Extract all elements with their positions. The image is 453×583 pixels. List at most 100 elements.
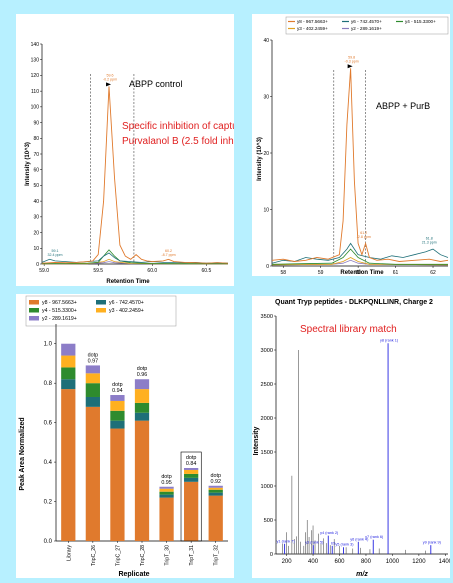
inhibition-text-line2: Purvalanol B (2.5 fold inhibition) [122, 136, 234, 147]
x-tick-label: 800 [361, 559, 372, 565]
bar-segment-y6 [134, 412, 150, 421]
x-tick-label: 1200 [412, 559, 426, 565]
minor-peak-ppm-label: -8.7 ppm [161, 253, 175, 257]
bar-segment-y4 [61, 367, 76, 380]
dotp-label: dotp [161, 474, 172, 480]
bar-segment-y6 [110, 420, 125, 429]
bar-segment-y6 [184, 477, 199, 482]
bar-segment-y4 [208, 489, 223, 493]
x-axis-title: Retention Time [340, 270, 384, 276]
minor-peak-ppm-label: 21.3 ppm [422, 240, 437, 244]
minor-peak-ppm-label: -2.8 ppm [357, 235, 371, 239]
y-tick-label: 130 [31, 58, 40, 64]
y-tick-label: 0.8 [44, 381, 53, 387]
matched-ion-label: y8 (rank 1) [380, 339, 399, 343]
y-tick-label: 1500 [261, 450, 273, 456]
x-tick-label: 60.0 [147, 268, 157, 274]
legend-label-y2: y2 - 289.1619+ [42, 316, 77, 322]
bar-segment-y4 [134, 402, 150, 413]
y-tick-label: 50 [33, 183, 39, 189]
bar-segment-y8 [110, 428, 125, 541]
y-tick-label: 3000 [261, 348, 273, 354]
legend-label-y4: y4 - 515.3300+ [42, 308, 77, 314]
matched-ion-label: y4 (rank 2) [320, 531, 339, 535]
control-label: ABPP control [129, 79, 182, 89]
series-y3-line [271, 257, 449, 266]
spectrum-title: Quant Tryp peptides - DLKPQNLLINR, Charg… [275, 299, 433, 306]
x-tick-label: 600 [334, 559, 345, 565]
y-tick-label: 3500 [261, 314, 273, 320]
y-tick-label: 60 [33, 168, 39, 174]
legend-swatch-y6 [96, 300, 106, 305]
bar-segment-y6 [61, 379, 76, 390]
y-tick-label: 100 [31, 105, 40, 111]
x-axis-title: Replicate [118, 571, 149, 578]
x-tick-label: 200 [282, 559, 293, 565]
dotp-value: 0.92 [210, 479, 221, 485]
inhibition-text-line1: Specific inhibition of capture by [122, 121, 234, 132]
chromatogram-control-panel: 0 10 20 30 40 50 60 70 80 90 100 110 120 130 140 59.0 59… [16, 14, 234, 286]
x-tick-label: 59 [318, 270, 324, 276]
y-axis-title: Intensity (10^3) [25, 142, 31, 186]
series-y6-line [41, 252, 229, 264]
bar-segment-y2 [110, 395, 125, 401]
bar-segment-y2 [184, 468, 199, 470]
dotp-label: dotp [112, 382, 123, 388]
dotp-value: 0.94 [112, 388, 123, 394]
y-tick-label: 0.0 [44, 539, 53, 545]
x-tick-label: 61 [393, 270, 399, 276]
bar-segment-y2 [134, 379, 150, 390]
bar-segment-y3 [159, 488, 174, 492]
x-tick-label: 59.5 [93, 268, 103, 274]
purb-label: ABPP + PurB [376, 101, 430, 111]
bar-segment-y2 [85, 365, 100, 374]
dotp-value: 0.84 [186, 461, 197, 467]
spectral-match-label: Spectral library match [300, 324, 397, 335]
y-tick-label: 2500 [261, 382, 273, 388]
x-tick-label: TripC_27 [115, 545, 121, 566]
x-tick-label: 62 [430, 270, 436, 276]
x-tick-label: 59.0 [39, 268, 49, 274]
y-tick-label: 20 [263, 151, 269, 157]
y-tick-label: 2000 [261, 416, 273, 422]
peak-rt-label: 59.6 [107, 73, 114, 77]
dotp-label: dotp [137, 366, 148, 372]
y-tick-label: 0 [270, 552, 273, 558]
x-tick-label: 58 [280, 270, 286, 276]
x-axis-title: Retention Time [106, 279, 150, 285]
x-tick-label: TripC_26 [91, 545, 97, 566]
bar-segment-y8 [159, 497, 174, 541]
spectrum-panel: Quant Tryp peptides - DLKPQNLLINR, Charg… [252, 296, 450, 578]
legend-swatch-y3 [96, 308, 106, 313]
legend-label-y8: y8 - 967.5663+ [42, 300, 77, 306]
y-tick-label: 120 [31, 73, 40, 79]
y-tick-label: 90 [33, 120, 39, 126]
x-tick-label: TripT_31 [189, 545, 195, 566]
y-tick-label: 110 [31, 89, 39, 95]
minor-peak-ppm-label: 32.4 ppm [47, 253, 62, 257]
y-tick-label: 0 [266, 264, 269, 270]
legend-swatch-y2 [29, 316, 39, 321]
bar-segment-y3 [110, 400, 125, 411]
legend-label-y3: y3 - 402.2459+ [297, 26, 328, 31]
bar-segment-y4 [110, 410, 125, 421]
bar-segment-y2 [61, 343, 76, 356]
dotp-value: 0.97 [88, 358, 99, 364]
dotp-value: 0.95 [161, 480, 172, 486]
chromatogram-control-chart: 0 10 20 30 40 50 60 70 80 90 100 110 120 130 140 59.0 59… [25, 42, 234, 285]
y-tick-label: 1.0 [44, 342, 53, 348]
minor-peak-rt-label: 61.2 [360, 231, 367, 235]
x-tick-label: TripC_28 [140, 545, 146, 566]
peak-ppm-label: -0.3 ppm [345, 59, 359, 63]
spectrum-chart: Quant Tryp peptides - DLKPQNLLINR, Charg… [253, 299, 450, 578]
chromatogram-purb-chart: y8 - 967.5663+ y6 - 742.4570+ y4 - 515.330… [257, 16, 449, 276]
x-tick-label: TripT_32 [214, 545, 220, 566]
y-tick-label: 10 [33, 246, 39, 252]
x-tick-label: TripT_30 [165, 545, 171, 566]
bar-segment-y8 [61, 389, 76, 541]
y-tick-label: 20 [33, 230, 39, 236]
bar-segment-y3 [134, 389, 150, 403]
bar-segment-y4 [85, 383, 100, 397]
series-y4-line [271, 248, 448, 265]
bar-segment-y3 [85, 373, 100, 384]
